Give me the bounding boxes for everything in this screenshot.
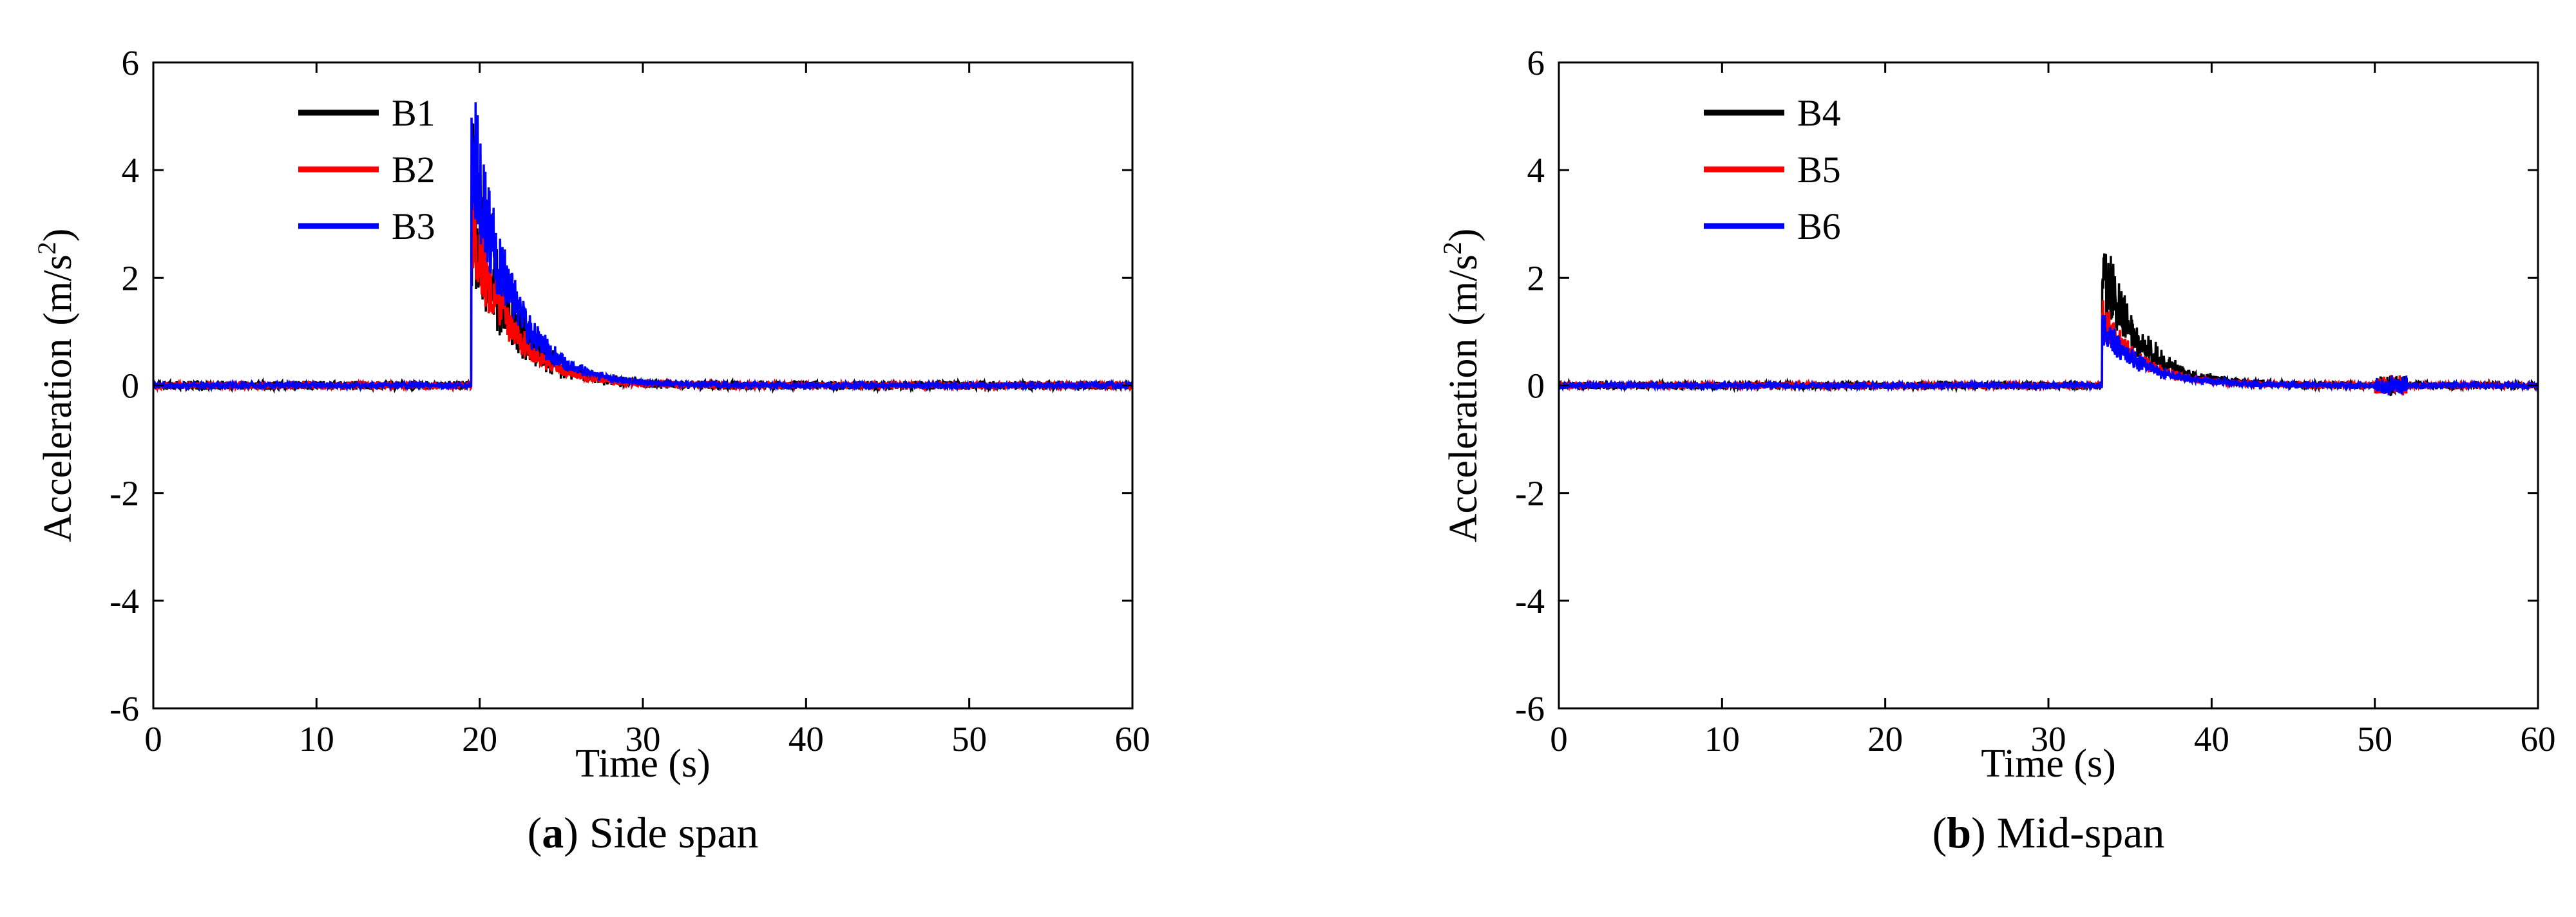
y-axis-unit-open: (: [1442, 312, 1485, 326]
caption-side-span: (a) Side span: [528, 808, 759, 857]
series-line-b1: [153, 123, 1132, 394]
caption-text: Side span: [589, 808, 759, 857]
x-tick-label: 0: [144, 719, 162, 759]
x-tick-label: 10: [299, 719, 334, 759]
legend-label-b1: B1: [392, 92, 435, 134]
caption-close-paren: ): [564, 808, 589, 857]
y-tick-label: -2: [110, 474, 139, 513]
y-axis-unit-base: m/s: [1442, 254, 1485, 312]
caption-mid-span: (b) Mid-span: [1932, 808, 2165, 857]
x-tick-label: 40: [788, 719, 824, 759]
x-tick-label: 10: [1704, 719, 1740, 759]
x-tick-label: 50: [2357, 719, 2392, 759]
series-line-b6: [1559, 314, 2538, 395]
y-tick-label: -4: [1515, 581, 1545, 621]
series-line-b2: [153, 184, 1132, 393]
y-axis-unit-exponent: 2: [1438, 241, 1467, 254]
x-tick-label: 50: [951, 719, 987, 759]
plot-area-mid-span: [1559, 253, 2538, 397]
caption-letter: b: [1947, 808, 1971, 857]
x-tick-label: 60: [1115, 719, 1150, 759]
series-line-b3: [153, 102, 1132, 393]
x-axis-label-mid-span: Time (s): [1981, 742, 2116, 786]
x-tick-label: 40: [2194, 719, 2229, 759]
y-axis-label-mid-span: Acceleration (m/s2): [1438, 229, 1485, 543]
legend-side-span: B1 B2 B3: [298, 92, 435, 247]
caption-close-paren: ): [1971, 808, 1997, 857]
y-tick-label: -2: [1515, 474, 1545, 513]
y-axis-unit-close: ): [1442, 229, 1485, 242]
y-tick-label: 0: [1527, 366, 1545, 406]
y-axis-label-text: Acceleration: [1442, 339, 1485, 543]
y-tick-label: 0: [122, 366, 140, 406]
legend-label-b2: B2: [392, 149, 435, 191]
x-tick-label: 30: [625, 719, 661, 759]
y-axis-label-text: Acceleration: [36, 339, 80, 543]
y-tick-label: 6: [1527, 43, 1545, 82]
y-tick-label: 2: [1527, 258, 1545, 298]
caption-open-paren: (: [1932, 808, 1947, 857]
caption-letter: a: [542, 808, 564, 857]
plot-area-side-span: [153, 102, 1132, 394]
legend-label-b6: B6: [1797, 205, 1841, 247]
series-line-b4: [1559, 253, 2538, 397]
x-tick-label: 20: [462, 719, 497, 759]
caption-text: Mid-span: [1997, 808, 2165, 857]
caption-open-paren: (: [528, 808, 542, 857]
y-axis-unit-exponent: 2: [32, 241, 61, 254]
legend-mid-span: B4 B5 B6: [1704, 92, 1841, 247]
y-tick-label: 4: [1527, 151, 1545, 190]
y-axis-unit-base: m/s: [36, 254, 80, 312]
x-tick-label: 30: [2031, 719, 2066, 759]
x-axis-label-side-span: Time (s): [575, 742, 711, 786]
y-tick-label: 2: [122, 258, 140, 298]
y-tick-label: 4: [122, 151, 140, 190]
x-tick-label: 20: [1867, 719, 1903, 759]
legend-label-b4: B4: [1797, 92, 1841, 134]
legend-label-b3: B3: [392, 205, 435, 247]
x-tick-label: 0: [1550, 719, 1568, 759]
y-axis-unit-close: ): [36, 229, 80, 242]
y-axis-label-side-span: Acceleration (m/s2): [32, 229, 80, 543]
y-axis-unit-open: (: [36, 312, 80, 326]
y-tick-label: 6: [122, 43, 140, 82]
y-tick-label: -4: [110, 581, 139, 621]
y-tick-label: -6: [1515, 689, 1545, 728]
y-tick-label: -6: [110, 689, 139, 728]
x-tick-label: 60: [2521, 719, 2556, 759]
legend-label-b5: B5: [1797, 149, 1841, 191]
